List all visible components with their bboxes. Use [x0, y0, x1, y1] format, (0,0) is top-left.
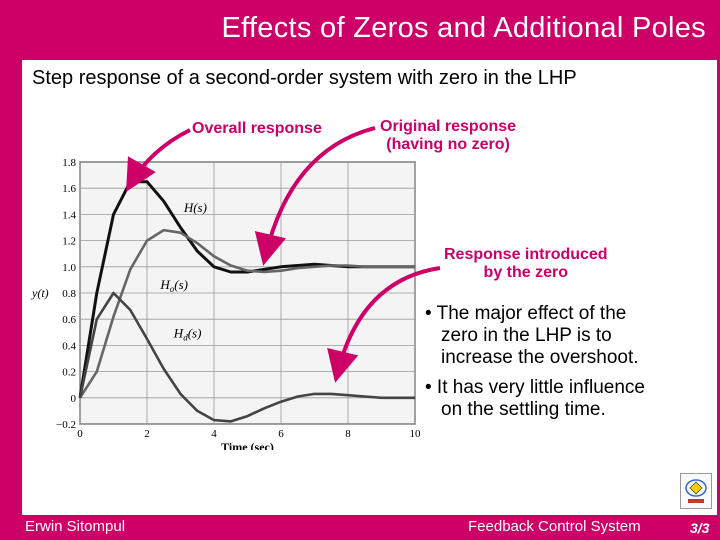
slide-subtitle: Step response of a second-order system w… [32, 67, 577, 89]
curve-label-ho: Ho(s) [159, 277, 188, 294]
x-tick-label: 8 [345, 428, 351, 440]
slide-header: Effects of Zeros and Additional Poles [0, 0, 720, 60]
bullet-item: • It has very little influence on the se… [425, 377, 645, 421]
callout-introduced-line2: by the zero [483, 264, 569, 281]
x-tick-label: 4 [211, 428, 217, 440]
bullet-2-line2: on the settling time. [441, 399, 606, 420]
university-logo [680, 473, 712, 509]
callout-introduced-line1: Response introduced [444, 246, 608, 263]
y-tick-label: 1.4 [62, 209, 76, 221]
x-axis-label: Time (sec) [221, 440, 274, 450]
curve-label-h: H(s) [183, 200, 207, 215]
callout-introduced-response: Response introduced by the zero [444, 246, 608, 282]
curve-label-hd: Hd(s) [173, 326, 202, 343]
y-tick-label: 1.6 [62, 183, 76, 195]
callout-overall-response: Overall response [192, 120, 322, 137]
bullet-list: • The major effect of the zero in the LH… [425, 303, 645, 429]
y-tick-label: 1.8 [62, 157, 76, 169]
left-accent-bar [0, 60, 22, 515]
bullet-1-line2: zero in the LHP is to [441, 325, 612, 346]
y-tick-label: 0 [71, 393, 77, 405]
footer-author: Erwin Sitompul [25, 518, 126, 535]
x-tick-label: 2 [144, 428, 150, 440]
bullet-item: • The major effect of the zero in the LH… [425, 303, 645, 369]
right-accent-bar [717, 60, 720, 515]
x-tick-label: 6 [278, 428, 284, 440]
footer-page-number: 3/3 [690, 520, 710, 536]
slide-title: Effects of Zeros and Additional Poles [221, 12, 706, 44]
callout-original-line2: (having no zero) [386, 136, 510, 153]
x-tick-label: 10 [410, 428, 421, 440]
footer-course: Feedback Control System [468, 518, 641, 535]
callout-original-response: Original response (having no zero) [380, 118, 516, 154]
bullet-2-line1: • It has very little influence [425, 377, 645, 398]
callout-original-line1: Original response [380, 118, 517, 135]
series-line-3 [78, 291, 415, 423]
y-axis-label: y(t) [31, 286, 49, 300]
bullet-1-line3: increase the overshoot. [441, 347, 639, 368]
step-response-chart: −0.200.20.40.60.81.01.21.41.61.80 2 4 6 8 10T… [31, 157, 421, 450]
y-tick-label: 0.4 [62, 340, 76, 352]
bullet-1-line1: • The major effect of the [425, 303, 627, 324]
y-tick-label: 0.8 [62, 288, 76, 300]
y-tick-label: 0.2 [62, 367, 76, 379]
slide-footer: Erwin Sitompul Feedback Control System 3… [0, 515, 720, 540]
y-tick-label: 1.2 [62, 236, 76, 248]
y-tick-label: 0.6 [62, 314, 76, 326]
x-tick-label: 0 [77, 428, 83, 440]
y-tick-label: −0.2 [56, 419, 76, 431]
y-tick-label: 1.0 [62, 262, 76, 274]
